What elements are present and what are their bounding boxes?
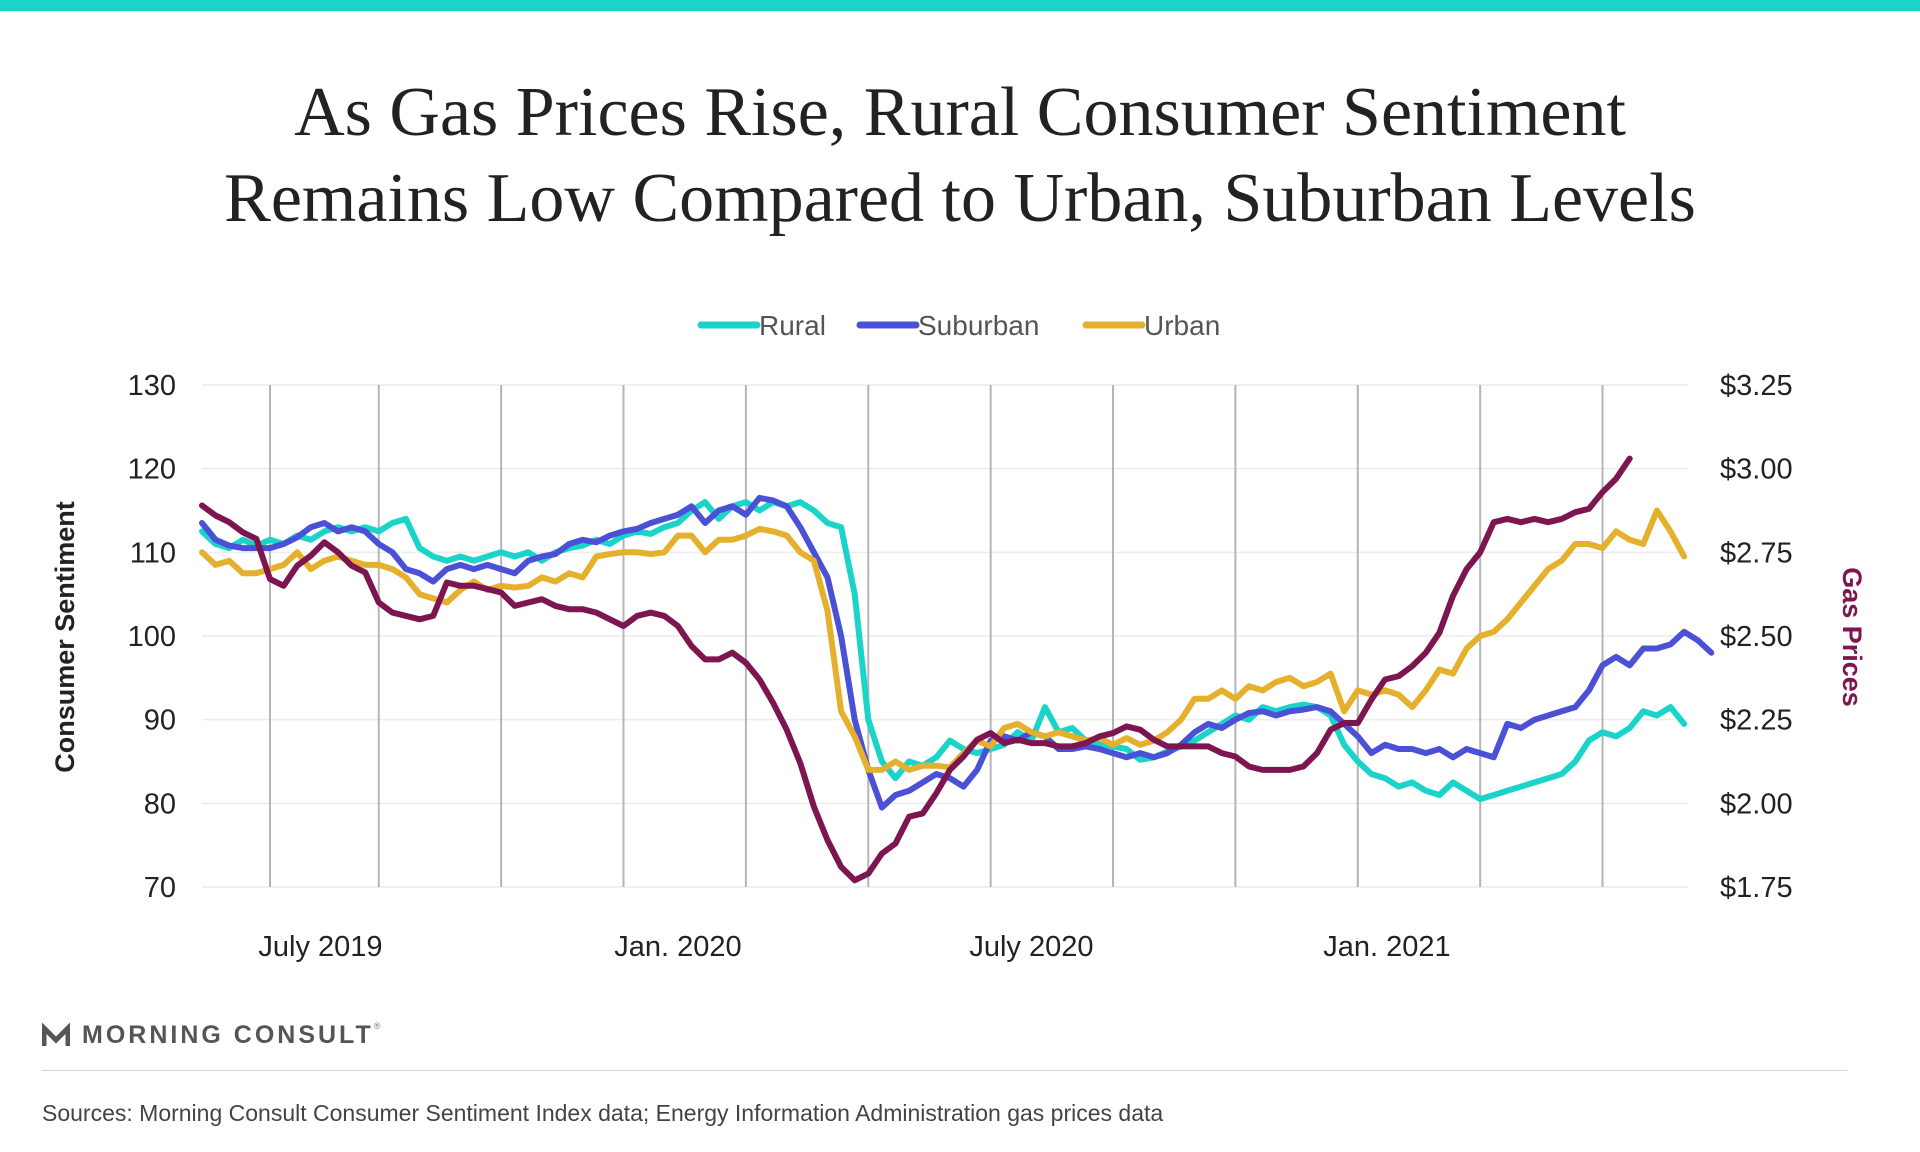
y-tick-label: 130: [128, 370, 176, 402]
left-axis-ticks: 130 120 110 100 90 80 70: [128, 370, 176, 904]
right-axis-ticks: $3.25 $3.00 $2.75 $2.50 $2.25 $2.00 $1.75: [1720, 370, 1793, 904]
y2-tick-label: $2.00: [1720, 788, 1793, 820]
legend: Rural Suburban Urban: [697, 310, 1220, 341]
x-axis-labels: July 2019 Jan. 2020 July 2020 Jan. 2021: [258, 931, 1450, 963]
y-tick-label: 110: [130, 537, 176, 569]
y2-tick-label: $2.50: [1720, 621, 1793, 653]
x-tick-label: July 2019: [258, 931, 382, 963]
x-tick-label: July 2020: [969, 931, 1093, 963]
x-tick-label: Jan. 2020: [614, 931, 741, 963]
legend-label-rural: Rural: [759, 310, 826, 341]
y-tick-label: 70: [144, 872, 176, 904]
y-tick-label: 120: [128, 454, 176, 486]
y-tick-label: 90: [144, 705, 176, 737]
y-tick-label: 100: [128, 621, 176, 653]
morning-consult-logo-icon: [42, 1022, 70, 1046]
series-line-gas-prices: [199, 455, 1633, 884]
right-axis-label: Gas Prices: [1837, 567, 1867, 707]
y-axis-label: Consumer Sentiment: [50, 501, 80, 773]
y-tick-label: 80: [144, 788, 176, 820]
x-tick-label: Jan. 2021: [1323, 931, 1450, 963]
accent-bar: [0, 0, 1920, 11]
y2-tick-label: $3.00: [1720, 454, 1793, 486]
chart-title-line-2: Remains Low Compared to Urban, Suburban …: [224, 160, 1696, 237]
registered-mark: ®: [373, 1020, 381, 1031]
brand-name-text: MORNING CONSULT: [82, 1020, 374, 1049]
y2-tick-label: $3.25: [1720, 370, 1793, 402]
footer-divider: [42, 1070, 1847, 1071]
series-line-urban: [199, 507, 1688, 773]
source-note: Sources: Morning Consult Consumer Sentim…: [42, 1100, 1164, 1126]
series-line-suburban: [199, 494, 1715, 811]
series-line-rural: [199, 499, 1688, 803]
series-lines: [199, 455, 1715, 884]
y2-tick-label: $1.75: [1720, 872, 1793, 904]
legend-label-urban: Urban: [1144, 310, 1220, 341]
brand-name: MORNING CONSULT®: [82, 1021, 380, 1050]
y2-tick-label: $2.75: [1720, 537, 1793, 569]
legend-label-suburban: Suburban: [918, 310, 1039, 341]
chart-title: As Gas Prices Rise, Rural Consumer Senti…: [0, 70, 1920, 242]
brand: MORNING CONSULT®: [42, 1018, 380, 1052]
y2-tick-label: $2.25: [1720, 705, 1793, 737]
horizontal-gridlines: [202, 384, 1688, 888]
vertical-gridlines: [268, 385, 1604, 887]
chart-title-line-1: As Gas Prices Rise, Rural Consumer Senti…: [294, 74, 1626, 151]
